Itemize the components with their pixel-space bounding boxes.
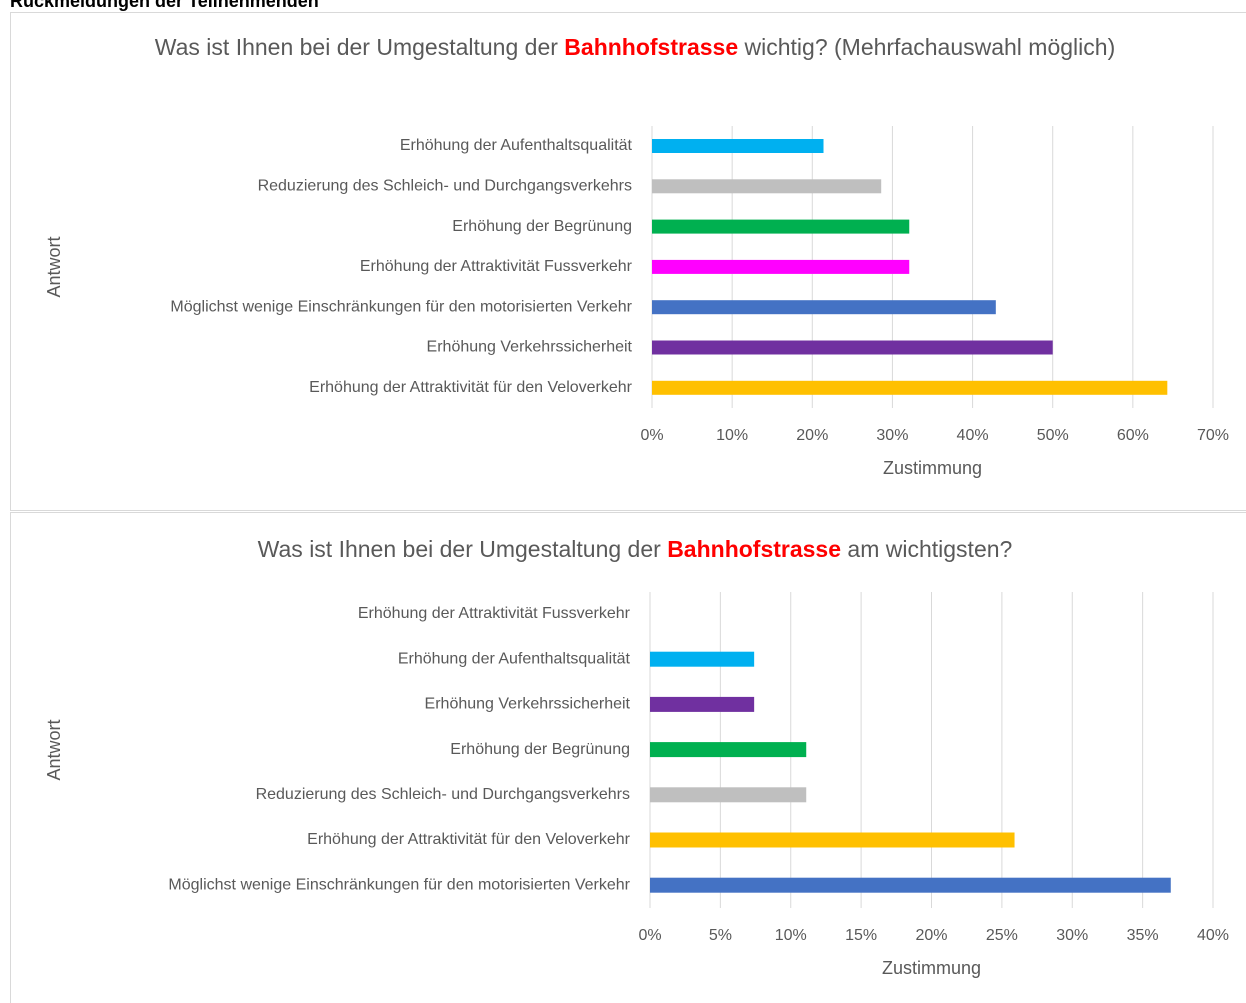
y-tick-label: Erhöhung der Attraktivität für den Velov… xyxy=(307,831,631,848)
title-part: Was ist Ihnen bei der Umgestaltung der xyxy=(257,536,668,562)
x-tick-label: 20% xyxy=(915,927,947,944)
x-tick-label: 50% xyxy=(1037,427,1069,444)
x-tick-label: 60% xyxy=(1117,427,1149,444)
x-tick-label: 20% xyxy=(796,427,828,444)
bar xyxy=(652,219,910,234)
bar xyxy=(650,787,807,803)
bar xyxy=(652,380,1168,395)
bar xyxy=(650,742,807,758)
x-tick-label: 0% xyxy=(640,427,663,444)
bar xyxy=(652,179,882,194)
y-tick-label: Reduzierung des Schleich- und Durchgangs… xyxy=(258,178,632,195)
title-part: am wichtigsten? xyxy=(841,536,1013,562)
y-tick-label: Erhöhung der Aufenthaltsqualität xyxy=(398,650,631,667)
x-tick-label: 30% xyxy=(1056,927,1088,944)
y-axis-title: Antwort xyxy=(44,236,64,297)
chart-frame xyxy=(10,512,1246,1003)
x-tick-label: 0% xyxy=(638,927,661,944)
x-axis-title: Zustimmung xyxy=(882,958,981,978)
title-highlight: Bahnhofstrasse xyxy=(564,34,739,60)
x-tick-label: 5% xyxy=(709,927,732,944)
chart-frame xyxy=(10,12,1246,511)
y-tick-label: Erhöhung der Begrünung xyxy=(452,218,632,235)
y-axis-title: Antwort xyxy=(44,719,64,780)
x-axis-title: Zustimmung xyxy=(883,458,982,478)
y-tick-label: Möglichst wenige Einschränkungen für den… xyxy=(170,298,632,315)
x-tick-label: 25% xyxy=(986,927,1018,944)
chart-title: Was ist Ihnen bei der Umgestaltung der B… xyxy=(150,532,1120,566)
y-tick-label: Erhöhung Verkehrssicherheit xyxy=(427,339,633,356)
x-tick-label: 15% xyxy=(845,927,877,944)
title-part: wichtig? (Mehrfachauswahl möglich) xyxy=(738,34,1116,60)
x-tick-label: 10% xyxy=(775,927,807,944)
bar xyxy=(650,877,1171,893)
y-tick-label: Reduzierung des Schleich- und Durchgangs… xyxy=(256,786,630,803)
y-tick-label: Erhöhung der Attraktivität für den Velov… xyxy=(309,379,633,396)
y-tick-label: Erhöhung Verkehrssicherheit xyxy=(425,696,631,713)
x-tick-label: 40% xyxy=(1197,927,1229,944)
x-tick-label: 30% xyxy=(876,427,908,444)
x-tick-label: 70% xyxy=(1197,427,1229,444)
bar xyxy=(650,651,755,667)
chart-title: Was ist Ihnen bei der Umgestaltung der B… xyxy=(150,30,1120,64)
x-tick-label: 40% xyxy=(957,427,989,444)
y-tick-label: Möglichst wenige Einschränkungen für den… xyxy=(168,876,630,893)
bar xyxy=(652,300,996,315)
title-highlight: Bahnhofstrasse xyxy=(667,536,842,562)
title-part: Was ist Ihnen bei der Umgestaltung der xyxy=(154,34,565,60)
bar xyxy=(652,139,824,153)
bar xyxy=(652,340,1053,355)
y-tick-label: Erhöhung der Attraktivität Fussverkehr xyxy=(360,258,633,275)
y-tick-label: Erhöhung der Attraktivität Fussverkehr xyxy=(358,605,631,622)
bar xyxy=(650,696,755,712)
bar xyxy=(652,259,910,274)
y-tick-label: Erhöhung der Begrünung xyxy=(450,741,630,758)
x-tick-label: 35% xyxy=(1127,927,1159,944)
y-tick-label: Erhöhung der Aufenthaltsqualität xyxy=(400,137,633,154)
x-tick-label: 10% xyxy=(716,427,748,444)
bar xyxy=(650,832,1015,848)
page-header: Rückmeldungen der Teilnehmenden xyxy=(10,0,319,11)
